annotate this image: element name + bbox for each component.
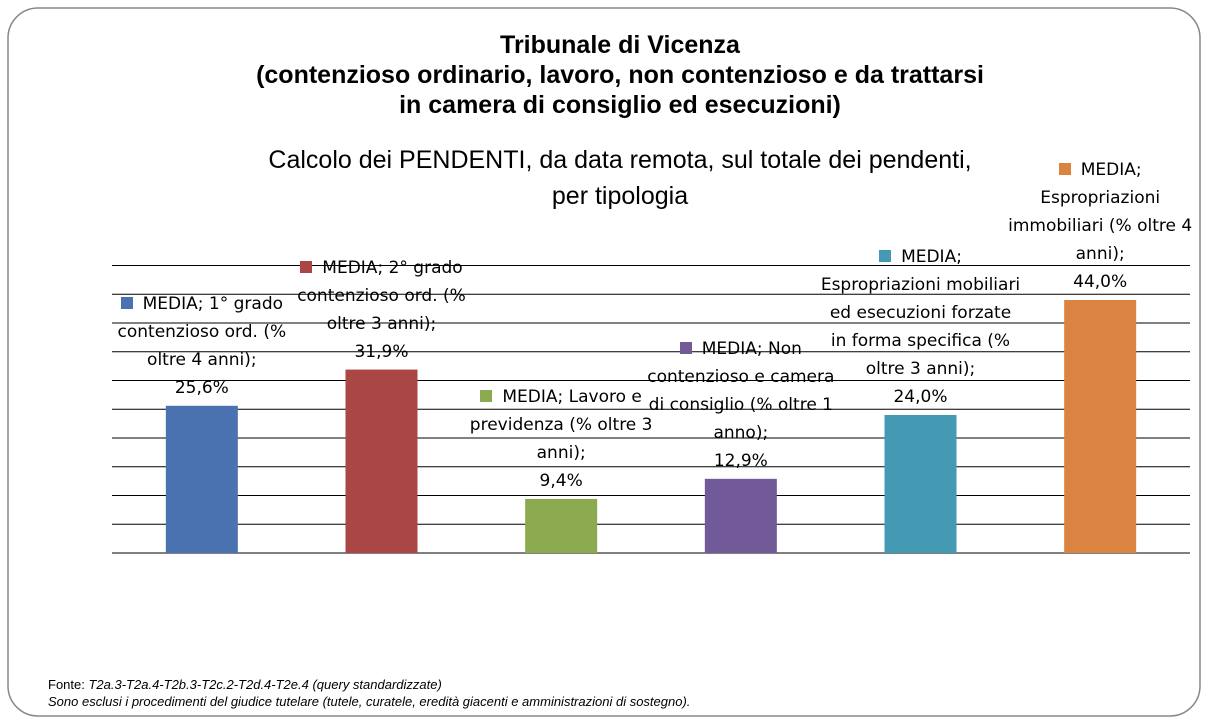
value-label: 25,6% xyxy=(174,377,229,398)
bar xyxy=(704,478,777,553)
data-label: MEDIA; Espropriazioni mobiliari ed esecu… xyxy=(821,243,1021,411)
bar xyxy=(884,415,957,553)
data-label: MEDIA; Lavoro e previdenza (% oltre 3 an… xyxy=(461,383,661,495)
category-label: MEDIA; Espropriazioni immobiliari (% olt… xyxy=(1008,160,1193,264)
bar xyxy=(1064,300,1137,553)
slide-border xyxy=(7,7,1201,717)
category-label: MEDIA; 1° grado contenzioso ord. (% oltr… xyxy=(117,293,287,370)
note-line: Sono esclusi i procedimenti del giudice … xyxy=(48,694,690,709)
category-label: MEDIA; Non contenzioso e camera di consi… xyxy=(647,338,835,443)
chart-subtitle: Calcolo dei PENDENTI, da data remota, su… xyxy=(268,146,972,210)
note: Sono esclusi i procedimenti del giudice … xyxy=(48,694,691,709)
bar xyxy=(525,498,598,553)
category-label: MEDIA; Lavoro e previdenza (% oltre 3 an… xyxy=(469,386,653,463)
value-label: 31,9% xyxy=(354,341,409,362)
category-label: MEDIA; 2° grado contenzioso ord. (% oltr… xyxy=(297,257,466,334)
legend-marker xyxy=(120,296,133,309)
bar xyxy=(345,369,418,553)
data-label: MEDIA; Espropriazioni immobiliari (% olt… xyxy=(1000,156,1200,296)
value-label: 9,4% xyxy=(539,470,583,491)
legend-marker xyxy=(1058,163,1071,175)
value-label: 44,0% xyxy=(1073,272,1128,292)
legend-marker xyxy=(480,389,493,402)
data-label: MEDIA; Non contenzioso e camera di consi… xyxy=(641,335,841,475)
legend-marker xyxy=(679,341,692,354)
source: T2a.3-T2a.4-T2b.3-T2c.2-T2d.4-T2e.4 (que… xyxy=(88,677,442,692)
value-label: 24,0% xyxy=(893,387,948,407)
category-label: MEDIA; Espropriazioni mobiliari ed esecu… xyxy=(820,247,1021,379)
chart-title: Tribunale di Vicenza (contenzioso ordina… xyxy=(256,31,984,119)
source-line: Fonte: T2a.3-T2a.4-T2b.3-T2c.2-T2d.4-T2e… xyxy=(48,677,442,692)
legend-marker xyxy=(879,250,892,262)
bar xyxy=(165,405,238,553)
data-label: MEDIA; 2° grado contenzioso ord. (% oltr… xyxy=(282,254,482,366)
legend-marker xyxy=(300,260,313,273)
source-label: Fonte: xyxy=(48,677,85,692)
data-label: MEDIA; 1° grado contenzioso ord. (% oltr… xyxy=(102,290,302,402)
value-label: 12,9% xyxy=(713,450,768,471)
